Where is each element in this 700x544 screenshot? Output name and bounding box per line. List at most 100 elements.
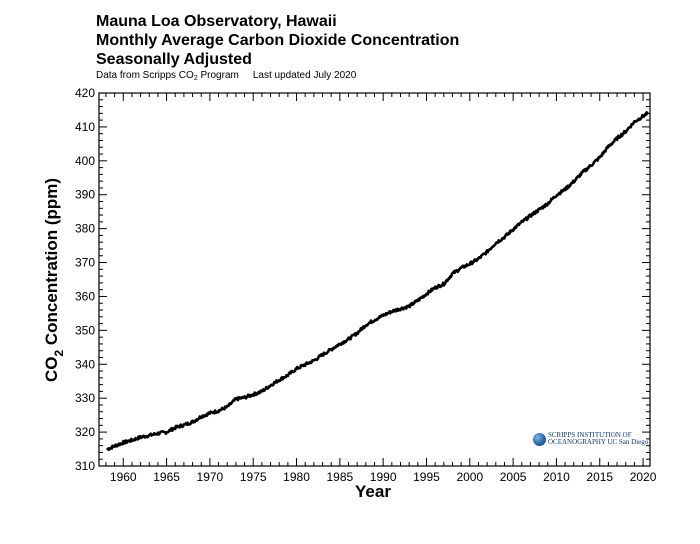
- plot-frame: [98, 92, 651, 467]
- data-point: [200, 415, 203, 418]
- data-point: [598, 156, 601, 159]
- data-point: [139, 436, 142, 439]
- x-tick-label: 1995: [413, 470, 440, 484]
- y-axis-title-prefix: CO: [42, 357, 61, 383]
- x-tick-label: 2020: [630, 470, 657, 484]
- scripps-globe-icon: [533, 432, 546, 446]
- data-point: [468, 263, 471, 265]
- y-tick-label: 310: [75, 459, 95, 473]
- y-axis-tick-labels: 310 320 330 340 350 360 370 380 390 400 410 420: [75, 86, 95, 473]
- data-point: [122, 441, 125, 444]
- data-point: [243, 396, 246, 399]
- y-tick-label: 400: [75, 154, 95, 168]
- scripps-logo-line-1: SCRIPPS INSTITUTION OF: [548, 431, 632, 439]
- data-point: [356, 332, 359, 334]
- source-suffix: Program: [197, 70, 239, 81]
- x-tick-label: 2015: [586, 470, 613, 484]
- x-tick-label: 1965: [153, 470, 180, 484]
- x-axis-title: Year: [355, 482, 391, 501]
- x-tick-label: 1985: [326, 470, 353, 484]
- plot-border: [98, 92, 651, 467]
- data-point: [425, 292, 428, 295]
- data-point: [304, 363, 307, 366]
- x-tick-label: 1990: [370, 470, 397, 484]
- data-point: [312, 359, 315, 362]
- data-point: [538, 208, 541, 211]
- data-point: [572, 180, 575, 183]
- data-point: [260, 390, 263, 393]
- data-point: [494, 241, 497, 244]
- data-point: [555, 194, 558, 196]
- data-point: [330, 348, 333, 351]
- y-tick-label: 360: [75, 289, 95, 303]
- x-tick-label: 1975: [240, 470, 267, 484]
- scripps-logo-text: SCRIPPS INSTITUTION OF OCEANOGRAPHY UC S…: [548, 432, 648, 446]
- y-tick-label: 330: [75, 391, 95, 405]
- y-tick-label: 340: [75, 357, 95, 371]
- y-tick-label: 380: [75, 222, 95, 236]
- data-point: [399, 307, 402, 310]
- data-point: [157, 432, 159, 435]
- data-point: [191, 421, 194, 423]
- scripps-logo: SCRIPPS INSTITUTION OF OCEANOGRAPHY UC S…: [533, 430, 663, 448]
- data-point: [460, 267, 463, 269]
- data-point: [321, 353, 324, 356]
- chart-title-line-3: Seasonally Adjusted: [96, 51, 252, 68]
- data-point: [646, 112, 649, 115]
- data-point: [520, 221, 523, 224]
- x-tick-label: 1970: [197, 470, 224, 484]
- y-axis-title-suffix: Concentration (ppm): [42, 178, 61, 350]
- y-axis-title: CO2 Concentration (ppm): [42, 178, 66, 382]
- data-point: [252, 393, 255, 396]
- data-point: [434, 286, 437, 289]
- scripps-logo-line-2: OCEANOGRAPHY UC San Diego: [548, 438, 649, 446]
- data-point: [390, 310, 393, 313]
- data-point: [286, 374, 289, 377]
- data-point: [373, 318, 376, 321]
- x-axis-tick-labels: 1960 1965 1970 1975 1980 1985 1990 1995 2000 2005…: [110, 470, 657, 484]
- y-tick-label: 420: [75, 86, 95, 100]
- data-point: [624, 130, 627, 133]
- data-point: [364, 324, 367, 326]
- data-point: [503, 236, 506, 239]
- y-axis-title-subscript: 2: [52, 350, 66, 357]
- data-point: [590, 164, 592, 167]
- data-point: [174, 426, 177, 429]
- x-tick-label: 2010: [543, 470, 570, 484]
- y-tick-label: 350: [75, 323, 95, 337]
- source-subscript: 2: [193, 75, 198, 82]
- data-point: [338, 343, 341, 345]
- data-point: [234, 398, 237, 401]
- data-point: [382, 314, 385, 317]
- data-point: [616, 137, 618, 140]
- series-group: [106, 111, 649, 451]
- x-tick-label: 2005: [500, 470, 527, 484]
- data-point: [512, 228, 515, 231]
- chart-title-line-2: Monthly Average Carbon Dioxide Concentra…: [96, 32, 460, 49]
- data-point: [347, 338, 350, 341]
- chart-source-note: Data from Scripps CO2 Program Last update…: [96, 70, 676, 82]
- y-tick-label: 320: [75, 425, 95, 439]
- data-point: [451, 272, 454, 275]
- x-tick-label: 1960: [110, 470, 137, 484]
- data-point: [106, 448, 109, 450]
- data-point: [165, 431, 168, 433]
- data-point: [546, 202, 549, 205]
- data-point: [529, 214, 532, 217]
- data-point: [131, 439, 133, 442]
- data-point: [295, 367, 298, 370]
- source-prefix: Data from Scripps CO: [96, 70, 194, 81]
- chart-title-block: Mauna Loa Observatory, Hawaii Monthly Av…: [96, 12, 676, 82]
- data-point: [564, 188, 566, 191]
- x-tick-label: 2000: [456, 470, 483, 484]
- y-tick-label: 390: [75, 188, 95, 202]
- data-point: [148, 434, 151, 437]
- data-point: [269, 384, 272, 387]
- data-point: [607, 145, 610, 148]
- data-point: [477, 257, 480, 260]
- last-updated: Last updated July 2020: [252, 70, 357, 81]
- data-point: [416, 299, 419, 302]
- data-point: [183, 424, 185, 426]
- data-point: [581, 171, 584, 174]
